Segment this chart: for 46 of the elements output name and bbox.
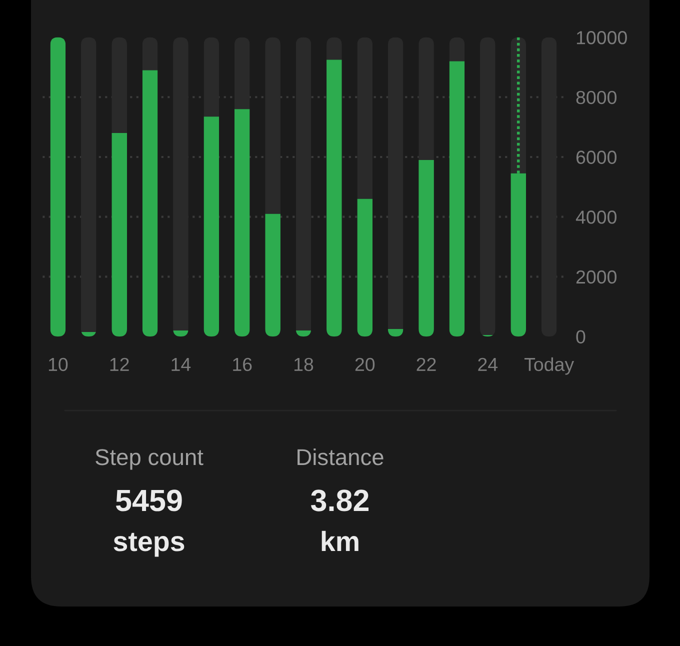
y-tick-label: 4000 bbox=[576, 210, 616, 224]
x-tick-label: 10 bbox=[48, 358, 68, 372]
x-tick-label: 14 bbox=[172, 358, 191, 371]
x-tick-label: 12 bbox=[110, 358, 129, 371]
bar bbox=[357, 37, 373, 199]
text: km bbox=[322, 530, 358, 551]
bar bbox=[418, 160, 434, 336]
bar bbox=[296, 37, 312, 331]
text: 5459 bbox=[116, 490, 182, 512]
x-tick-label: 16 bbox=[233, 358, 252, 372]
bar bbox=[326, 60, 342, 336]
bar bbox=[357, 198, 373, 336]
y-tick-label: 2000 bbox=[576, 270, 616, 284]
bar bbox=[112, 37, 128, 134]
bar bbox=[265, 214, 280, 336]
y-tick-label: 0 bbox=[576, 330, 586, 344]
bar bbox=[449, 61, 465, 336]
bar bbox=[50, 37, 66, 336]
bar bbox=[510, 37, 526, 174]
bar bbox=[480, 37, 496, 336]
x-tick-label: 24 bbox=[478, 358, 498, 371]
y-tick-label: 10000 bbox=[576, 31, 627, 44]
y-tick-label: 8000 bbox=[576, 90, 616, 104]
bar bbox=[204, 37, 220, 117]
bar bbox=[541, 37, 557, 336]
bar bbox=[265, 37, 280, 214]
text: Distance bbox=[298, 448, 384, 466]
y-tick-label: 6000 bbox=[576, 150, 616, 164]
bar bbox=[388, 37, 404, 330]
x-tick-label: 18 bbox=[294, 358, 314, 372]
x-tick-label: 20 bbox=[355, 358, 375, 372]
bar bbox=[234, 37, 250, 110]
x-tick-label: Today bbox=[524, 357, 574, 375]
bar bbox=[173, 37, 188, 331]
bar bbox=[418, 37, 434, 160]
bar bbox=[112, 133, 128, 336]
bar bbox=[142, 70, 158, 336]
x-tick-label: 22 bbox=[416, 358, 436, 371]
bar bbox=[142, 37, 158, 70]
bar bbox=[234, 109, 250, 336]
text: steps bbox=[114, 532, 184, 557]
text: 3.82 bbox=[310, 490, 369, 512]
bar bbox=[80, 37, 96, 332]
bar bbox=[204, 116, 220, 336]
text: Step count bbox=[96, 449, 204, 470]
bar bbox=[449, 37, 465, 62]
